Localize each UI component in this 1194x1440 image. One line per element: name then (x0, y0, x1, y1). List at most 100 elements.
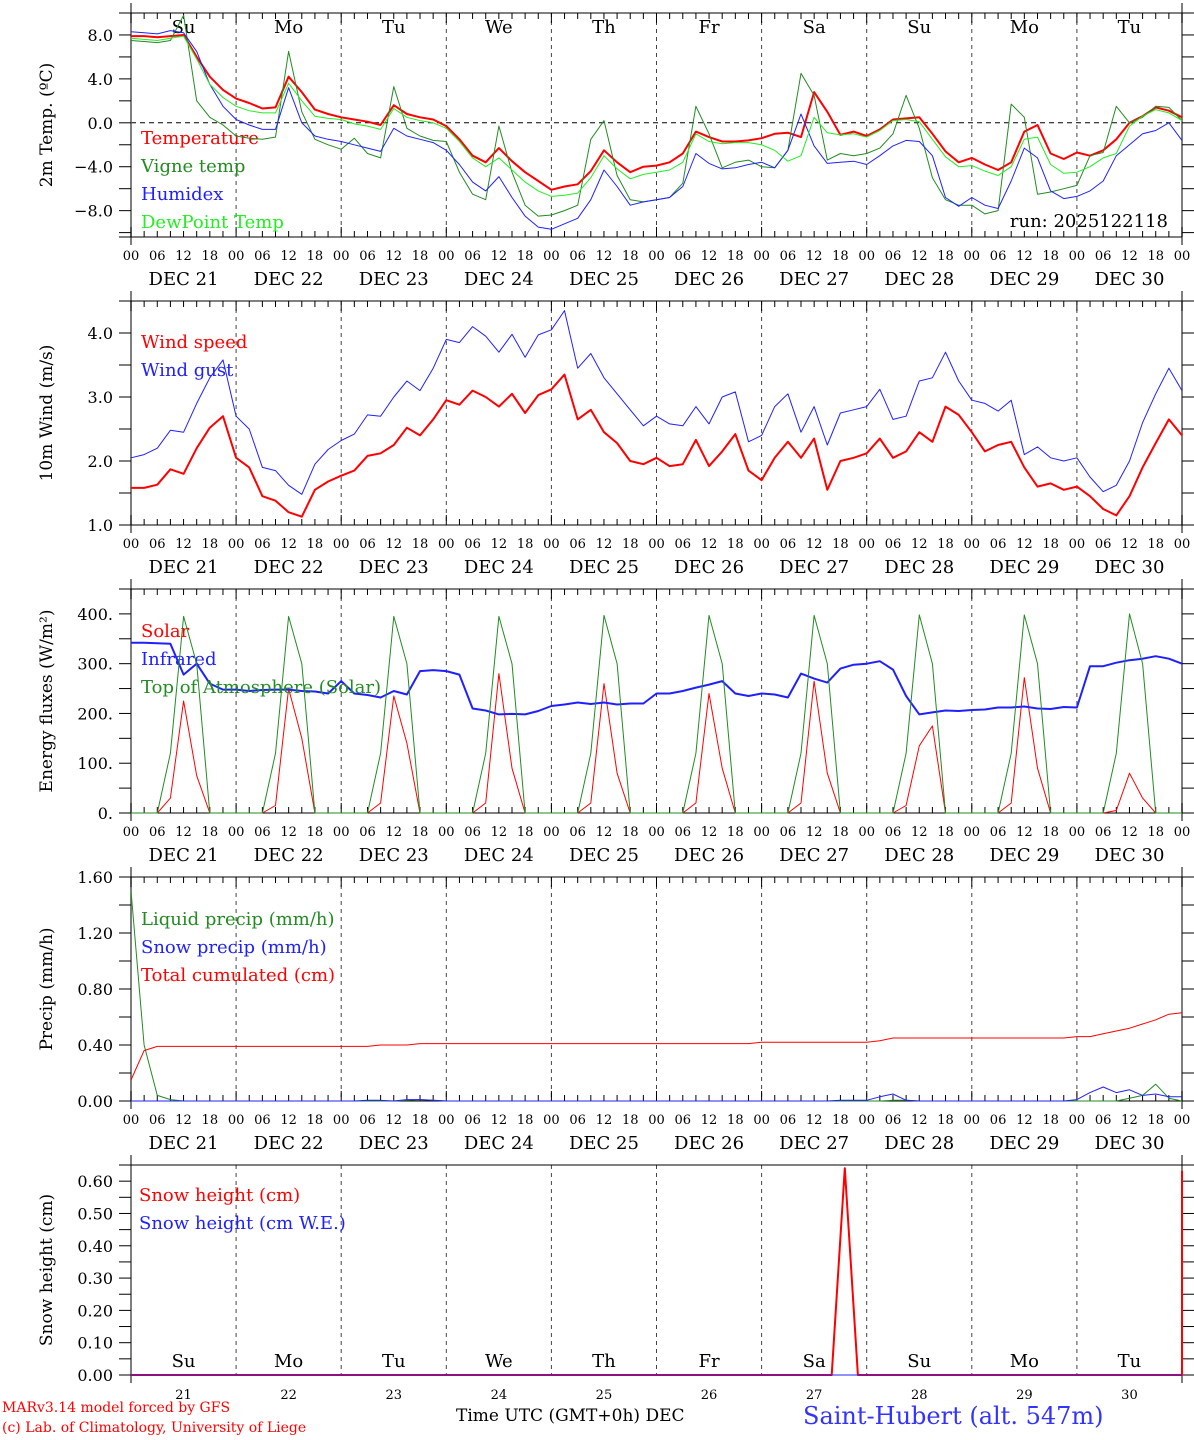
x-day-label: DEC 23 (359, 1133, 429, 1154)
x-hour-label: 06 (464, 1113, 481, 1128)
day-number-label: 22 (280, 1388, 297, 1403)
x-axis-title: Time UTC (GMT+0h) DEC (456, 1406, 685, 1426)
x-hour-label: 00 (228, 249, 245, 264)
x-hour-label: 12 (596, 1113, 613, 1128)
x-day-label: DEC 27 (779, 269, 849, 290)
y-tick-label: 1.60 (77, 868, 113, 887)
weekday-label: Th (592, 17, 616, 38)
x-hour-label: 18 (307, 825, 324, 840)
x-hour-label: 18 (832, 825, 849, 840)
legend-entry: Top of Atmosphere (Solar) (141, 677, 381, 698)
x-hour-label: 12 (806, 1113, 823, 1128)
x-hour-label: 18 (622, 1113, 639, 1128)
y-axis-title: 2m Temp. (ºC) (37, 63, 57, 188)
x-hour-label: 12 (1121, 825, 1138, 840)
weekday-label: Mo (1010, 17, 1039, 38)
x-hour-label: 18 (517, 537, 534, 552)
y-axis-title: 10m Wind (m/s) (37, 345, 57, 482)
x-hour-label: 06 (885, 537, 902, 552)
x-hour-label: 18 (1147, 249, 1164, 264)
x-day-label: DEC 29 (989, 557, 1059, 578)
x-hour-label: 06 (990, 1113, 1007, 1128)
x-day-label: DEC 24 (464, 845, 534, 866)
x-hour-label: 06 (464, 825, 481, 840)
y-tick-label: 4.0 (88, 324, 113, 343)
legend-entry: Infrared (141, 649, 216, 670)
x-day-label: DEC 23 (359, 269, 429, 290)
x-hour-label: 06 (885, 825, 902, 840)
day-number-label: 23 (385, 1388, 402, 1403)
x-hour-label: 12 (385, 825, 402, 840)
x-hour-label: 12 (280, 537, 297, 552)
x-hour-label: 12 (491, 537, 508, 552)
legend-entry: Snow height (cm W.E.) (139, 1213, 346, 1234)
x-hour-label: 18 (307, 1113, 324, 1128)
x-hour-label: 00 (964, 825, 981, 840)
x-hour-label: 06 (254, 825, 271, 840)
x-hour-label: 00 (228, 825, 245, 840)
y-tick-label: 400. (77, 605, 113, 624)
x-day-label: DEC 21 (149, 1133, 219, 1154)
x-hour-label: 12 (911, 825, 928, 840)
y-tick-label: −8.0 (74, 202, 113, 221)
x-hour-label: 12 (385, 249, 402, 264)
y-tick-label: 1.0 (88, 516, 113, 535)
x-day-label: DEC 22 (254, 845, 324, 866)
series-line-humidex (130, 30, 1183, 230)
x-hour-label: 06 (569, 825, 586, 840)
x-hour-label: 12 (1121, 249, 1138, 264)
y-axis-title: Precip (mm/h) (37, 927, 57, 1050)
x-hour-label: 18 (1147, 825, 1164, 840)
y-tick-label: 100. (77, 754, 113, 773)
x-hour-label: 18 (937, 249, 954, 264)
series-line-wind-speed (131, 373, 1183, 518)
x-hour-label: 00 (543, 537, 560, 552)
x-hour-label: 06 (990, 249, 1007, 264)
x-hour-label: 00 (753, 537, 770, 552)
x-hour-label: 12 (596, 537, 613, 552)
x-hour-label: 12 (911, 249, 928, 264)
day-number-label: 24 (491, 1388, 508, 1403)
x-hour-label: 06 (254, 537, 271, 552)
x-hour-label: 00 (648, 1113, 665, 1128)
x-hour-label: 18 (517, 249, 534, 264)
x-day-label: DEC 26 (674, 845, 744, 866)
x-hour-label: 12 (175, 249, 192, 264)
x-hour-label: 06 (780, 537, 797, 552)
x-day-label: DEC 22 (254, 1133, 324, 1154)
x-hour-label: 18 (412, 825, 429, 840)
x-hour-label: 18 (517, 825, 534, 840)
day-number-label: 29 (1016, 1388, 1033, 1403)
panel-wind: 1.0 2.0 3.0 4.0 10m Wind (m/s) 00 06 12 18 00 06 12… (37, 291, 1194, 578)
legend-entry: Wind gust (141, 360, 234, 381)
x-hour-label: 06 (675, 1113, 692, 1128)
day-number-label: 25 (596, 1388, 613, 1403)
x-hour-label: 18 (202, 825, 219, 840)
x-hour-label: 12 (701, 825, 718, 840)
x-hour-label: 00 (543, 825, 560, 840)
x-day-label: DEC 23 (359, 845, 429, 866)
y-tick-label: 0.30 (77, 1269, 113, 1288)
x-hour-label: 18 (307, 537, 324, 552)
y-tick-label: 1.20 (77, 924, 113, 943)
day-number-label: 26 (701, 1388, 718, 1403)
x-hour-label: 18 (727, 1113, 744, 1128)
series-line-infrared (131, 641, 1183, 716)
x-hour-label: 00 (438, 249, 455, 264)
x-hour-label: 00 (858, 249, 875, 264)
y-tick-label: 0.00 (77, 1366, 113, 1385)
x-hour-label: 06 (359, 1113, 376, 1128)
x-hour-label: 00 (543, 249, 560, 264)
y-tick-label: 200. (77, 704, 113, 723)
x-hour-label: 18 (202, 249, 219, 264)
x-hour-label: 18 (727, 537, 744, 552)
legend-entry: DewPoint Temp (141, 212, 284, 233)
x-hour-label: 00 (123, 825, 140, 840)
x-day-label: DEC 25 (569, 269, 639, 290)
x-hour-label: 06 (1095, 537, 1112, 552)
weekday-label: Fr (699, 1351, 720, 1372)
weekday-label: Tu (382, 1351, 406, 1372)
panel-snow: 0.00 0.10 0.20 0.30 0.40 0.50 0.60 Snow height … (37, 1155, 1194, 1403)
x-hour-label: 00 (123, 1113, 140, 1128)
